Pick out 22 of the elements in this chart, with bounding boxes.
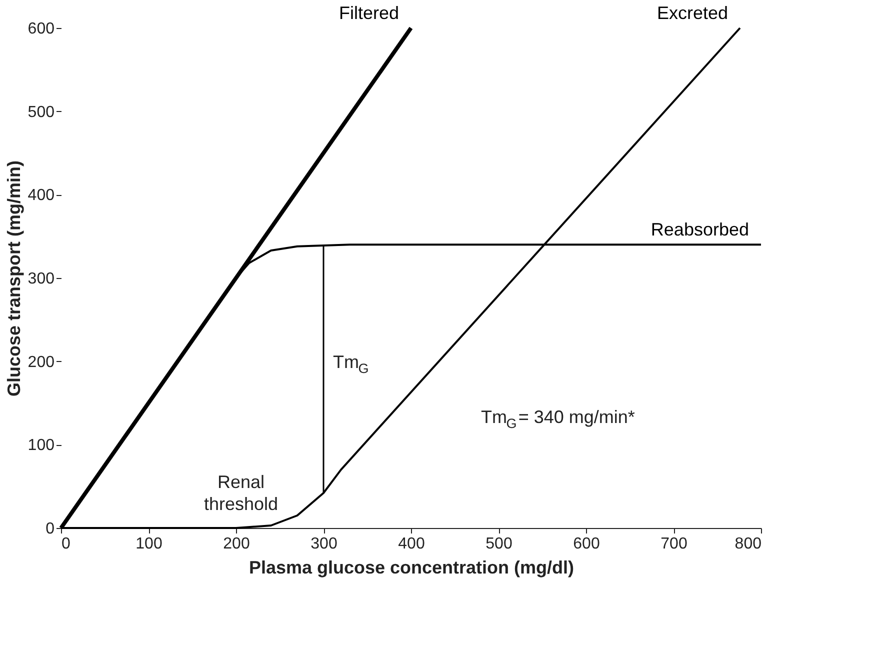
x-tick-label: 700 — [660, 536, 688, 552]
y-tick-label: 500 — [28, 104, 55, 121]
x-tick-label: 800 — [734, 536, 762, 552]
x-tick-label: 200 — [223, 536, 250, 552]
y-axis-title: Glucose transport (mg/min) — [4, 160, 24, 397]
y-tick-label: 600 — [28, 20, 55, 38]
y-tick-label: 300 — [28, 270, 55, 288]
series-label: Reabsorbed — [650, 220, 749, 240]
y-tick-label: 100 — [28, 437, 55, 454]
y-tick-label: 200 — [28, 354, 55, 371]
x-tick-label: 300 — [310, 536, 338, 552]
y-tick-label: 0 — [46, 520, 55, 538]
series-label: Filtered — [338, 3, 399, 23]
x-axis-title: Plasma glucose concentration (mg/dl) — [248, 558, 574, 578]
annotation: Renal threshold — [204, 472, 278, 514]
x-tick-label: 0 — [62, 536, 70, 552]
y-tick-label: 400 — [28, 187, 55, 204]
x-tick-label: 100 — [136, 536, 162, 552]
x-tick-label: 600 — [573, 536, 600, 552]
series-label: Excreted — [656, 3, 728, 23]
x-tick-label: 400 — [398, 536, 425, 552]
x-tick-label: 500 — [486, 536, 512, 552]
